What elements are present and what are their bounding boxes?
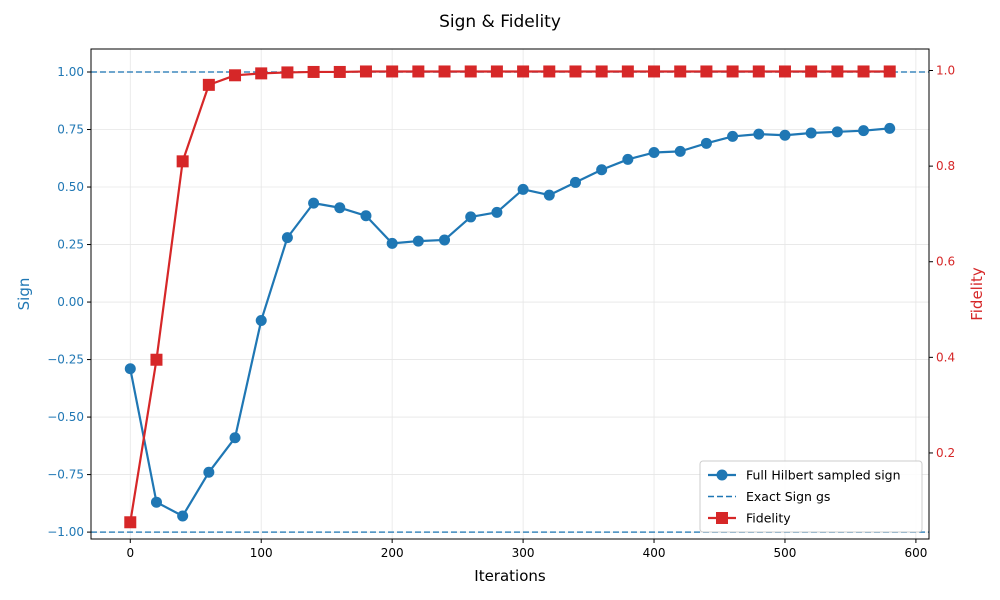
x-tick-label: 200 [381, 546, 404, 560]
fidelity-point [648, 65, 661, 78]
x-tick-label: 0 [126, 546, 134, 560]
y-left-tick-label: −0.50 [47, 410, 84, 424]
fidelity-point [150, 353, 163, 366]
full-hilbert-sampled-sign-point [596, 164, 608, 176]
full-hilbert-sampled-sign-point [517, 183, 529, 195]
x-tick-label: 400 [643, 546, 666, 560]
legend-entry-label: Full Hilbert sampled sign [746, 468, 901, 483]
fidelity-point [281, 66, 294, 79]
fidelity-point [386, 65, 399, 78]
full-hilbert-sampled-sign-point [884, 122, 896, 134]
fidelity-point [674, 65, 687, 78]
full-hilbert-sampled-sign-line [129, 127, 890, 518]
full-hilbert-sampled-sign-point [360, 210, 372, 222]
full-hilbert-sampled-sign-point [439, 234, 451, 246]
y-axis-left-label: Sign [15, 278, 33, 311]
fidelity-point [857, 65, 870, 78]
fidelity-point [778, 65, 791, 78]
full-hilbert-sampled-sign-point [805, 127, 817, 139]
fidelity-point [883, 65, 896, 78]
fidelity-point [412, 65, 425, 78]
y-left-tick-label: 1.00 [57, 65, 84, 79]
x-tick-label: 600 [904, 546, 927, 560]
y-axis-right-label: Fidelity [968, 267, 986, 321]
fidelity-point [621, 65, 634, 78]
x-axis-label: Iterations [474, 567, 546, 585]
chart-title: Sign & Fidelity [439, 12, 561, 32]
fidelity-line [129, 70, 890, 523]
fidelity-point [333, 65, 346, 78]
full-hilbert-sampled-sign-point [203, 466, 215, 478]
full-hilbert-sampled-sign-point [386, 237, 398, 249]
fidelity-point [124, 516, 137, 529]
legend-box [699, 460, 923, 533]
x-tick-label: 500 [774, 546, 797, 560]
series-layer [124, 65, 896, 529]
fidelity-point [726, 65, 739, 78]
fidelity-point [490, 65, 503, 78]
x-tick-label: 100 [250, 546, 273, 560]
full-hilbert-sampled-sign-point [281, 232, 293, 244]
full-hilbert-sampled-sign-point [491, 206, 503, 218]
full-hilbert-sampled-sign-point [177, 510, 189, 522]
fidelity-point [202, 78, 215, 91]
fidelity-point [569, 65, 582, 78]
y-right-tick-label: 1.0 [936, 64, 955, 78]
full-hilbert-sampled-sign-point [334, 202, 346, 214]
y-left-tick-label: 0.25 [57, 238, 84, 252]
axis-layer: 0 100 200 300 400 500 600 −1.00 −0.75 −0.50 −0.25 0… [47, 64, 955, 560]
full-hilbert-sampled-sign-point [753, 128, 765, 140]
legend: Full Hilbert sampled sign Exact Sign gs Fi… [699, 460, 923, 533]
y-left-tick-label: −1.00 [47, 525, 84, 539]
fidelity-point [543, 65, 556, 78]
legend-swatch-marker [716, 469, 728, 481]
legend-entry-label: Exact Sign gs [746, 489, 830, 504]
fidelity-point [255, 67, 268, 80]
full-hilbert-sampled-sign-point [858, 125, 870, 137]
fidelity-point [517, 65, 530, 78]
full-hilbert-sampled-sign-point [229, 432, 241, 444]
full-hilbert-sampled-sign-point [831, 126, 843, 138]
fidelity-point [176, 155, 189, 168]
legend-swatch-marker [716, 512, 728, 524]
fidelity-point [752, 65, 765, 78]
fidelity-point [307, 65, 320, 78]
full-hilbert-sampled-sign-point [308, 197, 320, 209]
y-right-tick-label: 0.2 [936, 446, 955, 460]
fidelity-point [805, 65, 818, 78]
y-left-tick-label: 0.50 [57, 180, 84, 194]
fidelity-point [700, 65, 713, 78]
legend-entry-label: Fidelity [746, 511, 791, 526]
full-hilbert-sampled-sign-point [150, 496, 162, 508]
full-hilbert-sampled-sign-point [779, 129, 791, 141]
fidelity-point [595, 65, 608, 78]
full-hilbert-sampled-sign-point [543, 189, 555, 201]
y-right-tick-label: 0.6 [936, 255, 955, 269]
full-hilbert-sampled-sign-point [622, 153, 634, 165]
y-left-tick-label: −0.25 [47, 353, 84, 367]
fidelity-point [229, 69, 242, 82]
fidelity-point [831, 65, 844, 78]
full-hilbert-sampled-sign-point [648, 147, 660, 159]
y-left-tick-label: 0.75 [57, 123, 84, 137]
fidelity-point [359, 65, 372, 78]
y-right-tick-label: 0.8 [936, 159, 955, 173]
fidelity-point [464, 65, 477, 78]
x-tick-label: 300 [512, 546, 535, 560]
plot-frame [90, 48, 930, 540]
y-left-tick-label: 0.00 [57, 295, 84, 309]
full-hilbert-sampled-sign-point [412, 235, 424, 247]
full-hilbert-sampled-sign-point [569, 176, 581, 188]
full-hilbert-sampled-sign-point [727, 130, 739, 142]
full-hilbert-sampled-sign-point [700, 137, 712, 149]
fidelity-point [438, 65, 451, 78]
full-hilbert-sampled-sign-point [674, 145, 686, 157]
y-right-tick-label: 0.4 [936, 350, 955, 364]
full-hilbert-sampled-sign-point [255, 314, 267, 326]
full-hilbert-sampled-sign-point [124, 363, 136, 375]
y-left-tick-label: −0.75 [47, 468, 84, 482]
full-hilbert-sampled-sign-point [465, 211, 477, 223]
